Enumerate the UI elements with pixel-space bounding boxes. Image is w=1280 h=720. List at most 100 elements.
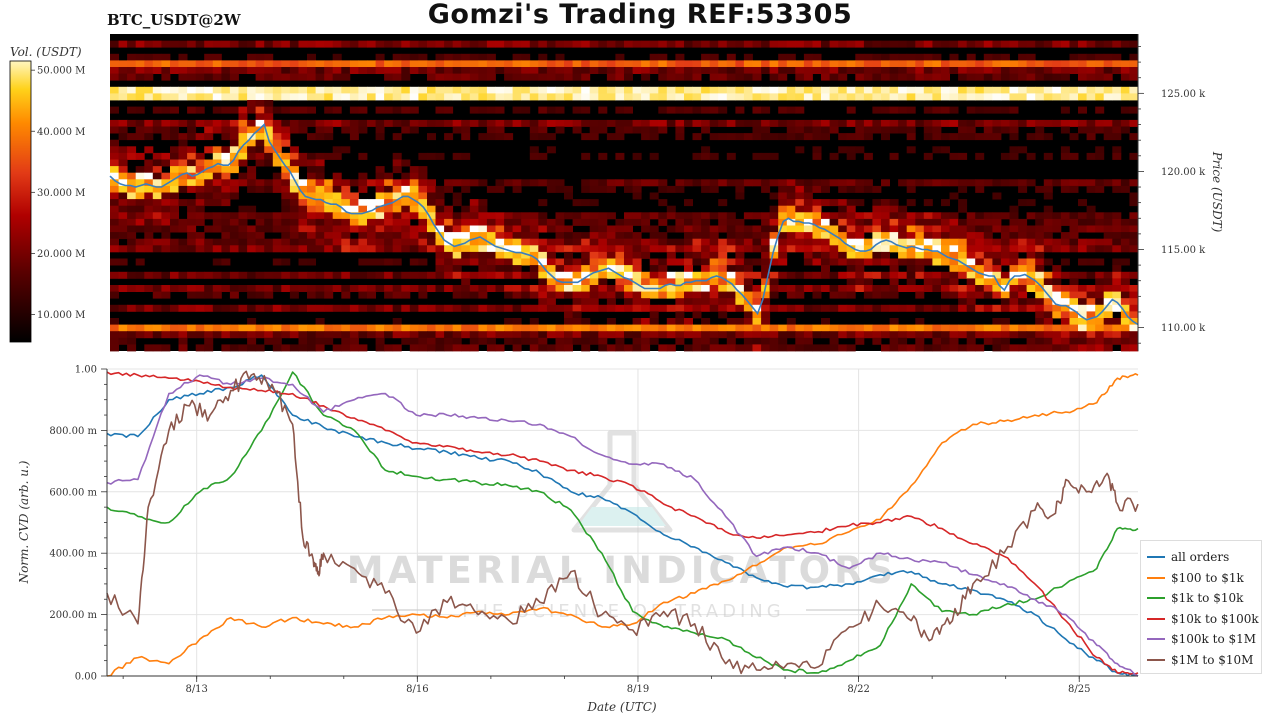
heatmap-cell — [1095, 212, 1105, 220]
heatmap-cell — [598, 324, 608, 332]
heatmap-cell — [838, 291, 848, 299]
heatmap-cell — [598, 40, 608, 48]
heatmap-cell — [1129, 238, 1139, 246]
heatmap-cell — [315, 199, 325, 207]
heatmap-cell — [238, 238, 248, 246]
heatmap-cell — [992, 225, 1002, 233]
heatmap-cell — [212, 166, 222, 174]
heatmap-cell — [435, 218, 445, 226]
heatmap-cell — [127, 199, 137, 207]
heatmap-cell — [889, 265, 899, 273]
heatmap-cell — [915, 291, 925, 299]
heatmap-cell — [906, 40, 916, 48]
heatmap-cell — [1086, 225, 1096, 233]
heatmap-cell — [769, 73, 779, 81]
heatmap-cell — [529, 232, 539, 240]
heatmap-cell — [461, 133, 471, 141]
heatmap-cell — [512, 238, 522, 246]
heatmap-cell — [915, 258, 925, 266]
heatmap-cell — [1000, 126, 1010, 134]
heatmap-cell — [1043, 218, 1053, 226]
heatmap-cell — [504, 265, 514, 273]
heatmap-cell — [392, 93, 402, 101]
heatmap-cell — [983, 119, 993, 127]
heatmap-cell — [144, 126, 154, 134]
heatmap-cell — [255, 60, 265, 68]
heatmap-cell — [1086, 324, 1096, 332]
heatmap-cell — [1035, 218, 1045, 226]
heatmap-cell — [863, 93, 873, 101]
heatmap-cell — [632, 271, 642, 279]
heatmap-cell — [855, 304, 865, 312]
heatmap-cell — [212, 331, 222, 339]
heatmap-cell — [478, 238, 488, 246]
heatmap-cell — [324, 119, 334, 127]
heatmap-cell — [983, 258, 993, 266]
heatmap-cell — [812, 40, 822, 48]
heatmap-cell — [1086, 179, 1096, 187]
heatmap-cell — [298, 73, 308, 81]
heatmap-cell — [941, 119, 950, 127]
heatmap-cell — [615, 258, 625, 266]
heatmap-cell — [529, 40, 539, 48]
heatmap-cell — [1078, 245, 1087, 253]
heatmap-cell — [641, 318, 651, 325]
heatmap-cell — [546, 179, 556, 187]
heatmap-cell — [846, 251, 856, 259]
heatmap-cell — [589, 133, 599, 141]
heatmap-cell — [384, 93, 394, 101]
heatmap-cell — [170, 324, 179, 332]
heatmap-cell — [332, 232, 342, 240]
heatmap-cell — [452, 245, 462, 253]
heatmap-cell — [572, 73, 582, 81]
heatmap-cell — [632, 324, 642, 332]
heatmap-cell — [195, 106, 205, 114]
heatmap-cell — [358, 152, 368, 160]
heatmap-cell — [435, 185, 445, 193]
heatmap-cell — [769, 192, 779, 200]
heatmap-cell — [649, 93, 659, 101]
heatmap-cell — [598, 126, 608, 134]
heatmap-cell — [769, 40, 779, 48]
heatmap-cell — [581, 40, 591, 48]
heatmap-cell — [461, 218, 471, 226]
heatmap-cell — [358, 40, 368, 48]
heatmap-cell — [307, 331, 316, 339]
heatmap-cell — [718, 324, 728, 332]
heatmap-cell — [238, 126, 248, 134]
heatmap-cell — [949, 225, 959, 233]
heatmap-cell — [135, 73, 145, 81]
heatmap-cell — [255, 324, 265, 332]
heatmap-cell — [118, 126, 128, 134]
heatmap-cell — [743, 318, 753, 325]
heatmap-cell — [881, 53, 890, 61]
heatmap-cell — [581, 60, 591, 68]
heatmap-cell — [572, 119, 582, 127]
y-tick-label: 0.00 — [75, 672, 97, 683]
heatmap-cell — [1060, 67, 1070, 74]
heatmap-cell — [187, 238, 197, 246]
heatmap-cell — [1009, 86, 1019, 94]
heatmap-cell — [1052, 278, 1062, 286]
heatmap-cell — [1129, 232, 1139, 240]
heatmap-cell — [118, 232, 128, 240]
heatmap-cell — [1103, 119, 1113, 127]
heatmap-cell — [572, 298, 582, 306]
heatmap-cell — [752, 119, 762, 127]
heatmap-cell — [1035, 212, 1045, 220]
heatmap-cell — [478, 232, 488, 240]
heatmap-cell — [803, 93, 813, 101]
heatmap-cell — [1000, 337, 1010, 345]
heatmap-cell — [889, 67, 899, 74]
heatmap-cell — [855, 199, 865, 207]
heatmap-cell — [152, 344, 162, 352]
heatmap-cell — [932, 225, 942, 233]
heatmap-cell — [444, 232, 454, 240]
heatmap-cell — [1018, 285, 1028, 292]
heatmap-cell — [624, 304, 633, 312]
heatmap-cell — [418, 192, 428, 200]
heatmap-cell — [795, 331, 805, 339]
heatmap-cell — [401, 212, 411, 220]
heatmap-cell — [641, 291, 651, 299]
heatmap-cell — [281, 285, 291, 292]
